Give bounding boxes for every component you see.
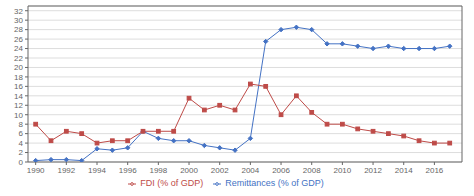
svg-text:18: 18 [14,73,23,82]
svg-text:2010: 2010 [333,166,351,175]
svg-text:4: 4 [19,139,24,148]
svg-text:20: 20 [14,63,23,72]
svg-text:26: 26 [14,35,23,44]
svg-text:24: 24 [14,44,23,53]
html-text:Remittances (% of GDP): Remittances (% of GDP) [225,178,324,188]
svg-text:10: 10 [14,111,23,120]
svg-text:14: 14 [14,92,23,101]
svg-text:2014: 2014 [395,166,413,175]
svg-text:30: 30 [14,16,23,25]
svg-text:2000: 2000 [180,166,198,175]
svg-text:1996: 1996 [119,166,137,175]
svg-text:28: 28 [14,25,23,34]
svg-text:6: 6 [19,129,24,138]
svg-text:2: 2 [19,148,24,157]
svg-text:2006: 2006 [272,166,290,175]
svg-text:12: 12 [14,101,23,110]
svg-text:32: 32 [14,7,23,16]
svg-text:2012: 2012 [364,166,382,175]
svg-text:2004: 2004 [241,166,259,175]
svg-text:2008: 2008 [303,166,321,175]
svg-text:1994: 1994 [88,166,106,175]
svg-text:2002: 2002 [211,166,229,175]
svg-text:22: 22 [14,54,23,63]
svg-text:1992: 1992 [57,166,75,175]
svg-text:2016: 2016 [425,166,443,175]
svg-text:1990: 1990 [27,166,45,175]
svg-text:8: 8 [19,120,24,129]
svg-text:0: 0 [19,158,24,167]
html-text:FDI (% of GDP): FDI (% of GDP) [140,178,204,188]
svg-text:16: 16 [14,82,23,91]
svg-text:1998: 1998 [149,166,167,175]
